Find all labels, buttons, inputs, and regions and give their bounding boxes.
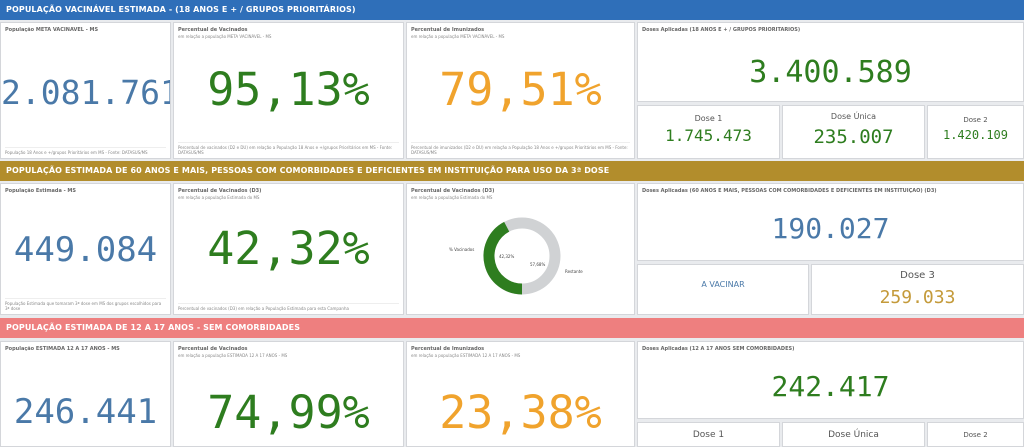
kpi-subtitle: em relação a população Estimada do MS	[178, 195, 260, 200]
kpi-subtitle: em relação a população ESTIMADA 12 A 17 …	[178, 353, 288, 358]
dose-2-card-12-17[interactable]: Dose 2	[927, 422, 1024, 447]
doses-title: Doses Aplicadas (60 ANOS E MAIS, PESSOAS…	[642, 188, 937, 194]
donut-vaccinated-label: % Vacinados	[449, 247, 475, 252]
dose-1-card-12-17[interactable]: Dose 1	[637, 422, 780, 447]
dose-label: Dose 3	[900, 270, 935, 281]
kpi-subtitle: em relação a população ESTIMADA 12 A 17 …	[411, 353, 521, 358]
donut-title: Percentual de Vacinados (D3)	[411, 188, 495, 194]
donut-subtitle: em relação a população Estimada do MS	[411, 195, 493, 200]
dose-value: 1.745.473	[665, 126, 752, 145]
dose-label: Dose 1	[692, 430, 725, 440]
kpi-footer: Percentual de vacinados (D3) em relação …	[178, 303, 399, 311]
dose-label: Dose Única	[828, 430, 879, 440]
a-vacinar-label: A VACINAR	[701, 280, 745, 289]
dose-unica-card-12-17[interactable]: Dose Única	[782, 422, 925, 447]
kpi-value: 246.441	[13, 392, 158, 432]
donut-chart	[483, 217, 561, 295]
kpi-title: Percentual de Imunizados	[411, 346, 485, 352]
kpi-footer: Percentual de vacinados (D2 e DU) em rel…	[178, 142, 399, 155]
donut-vaccinated-value: 42,32%	[499, 254, 515, 259]
dose-2-card[interactable]: Dose 2 1.420.109	[927, 105, 1024, 159]
kpi-value: 42,32%	[207, 222, 370, 275]
kpi-percentual-vacinados-d3[interactable]: Percentual de Vacinados (D3) em relação …	[173, 183, 404, 315]
kpi-value: 79,51%	[439, 63, 602, 116]
a-vacinar-card[interactable]: A VACINAR	[637, 264, 809, 315]
donut-remaining-value: 57,68%	[530, 262, 546, 267]
kpi-title: Percentual de Vacinados	[178, 346, 248, 352]
donut-vaccinated-slice	[483, 221, 523, 295]
donut-vacinados-d3[interactable]: Percentual de Vacinados (D3) em relação …	[406, 183, 635, 315]
kpi-footer: Percentual de imunizados (D2 e DU) em re…	[411, 142, 630, 155]
dose-1-card[interactable]: Dose 1 1.745.473	[637, 105, 780, 159]
kpi-populacao-12-17[interactable]: População ESTIMADA 12 A 17 ANOS - MS 246…	[0, 341, 171, 447]
dose-value: 1.420.109	[942, 128, 1009, 142]
kpi-title: Percentual de Imunizados	[411, 27, 485, 33]
kpi-populacao-meta[interactable]: População META VACINÁVEL - MS 2.081.761 …	[0, 22, 171, 159]
dose-label: Dose Única	[830, 112, 877, 121]
kpi-value: 74,99%	[207, 386, 370, 439]
dose-label: Dose 1	[694, 114, 723, 123]
kpi-populacao-estimada[interactable]: População Estimada - MS 449.084 Populaçã…	[0, 183, 171, 315]
kpi-percentual-imunizados[interactable]: Percentual de Imunizados em relação a po…	[406, 22, 635, 159]
kpi-percentual-imunizados-12-17[interactable]: Percentual de Imunizados em relação a po…	[406, 341, 635, 447]
dose-label: Dose 2	[963, 116, 988, 124]
doses-aplicadas-d3[interactable]: Doses Aplicadas (60 ANOS E MAIS, PESSOAS…	[637, 183, 1024, 261]
kpi-title: População ESTIMADA 12 A 17 ANOS - MS	[5, 346, 120, 352]
dose-value: 259.033	[879, 287, 956, 308]
doses-title: Doses Aplicadas (18 ANOS E + / GRUPOS PR…	[642, 27, 801, 33]
doses-total-value: 3.400.589	[749, 55, 912, 90]
kpi-footer: População Estimada que tomaram 3ª dose e…	[5, 298, 166, 311]
section-header-12-17: POPULAÇÃO ESTIMADA DE 12 A 17 ANOS - SEM…	[0, 318, 1024, 338]
dose-3-card[interactable]: Dose 3 259.033	[811, 264, 1024, 315]
section-header-terceira-dose: POPULAÇÃO ESTIMADA DE 60 ANOS E MAIS, PE…	[0, 161, 1024, 181]
kpi-percentual-vacinados-12-17[interactable]: Percentual de Vacinados em relação a pop…	[173, 341, 404, 447]
kpi-title: População META VACINÁVEL - MS	[5, 27, 99, 33]
kpi-value: 95,13%	[207, 63, 370, 116]
dose-label: Dose 2	[963, 431, 988, 439]
doses-aplicadas-12-17[interactable]: Doses Aplicadas (12 A 17 ANOS SEM COMORB…	[637, 341, 1024, 419]
doses-total-value: 190.027	[771, 212, 890, 245]
doses-title: Doses Aplicadas (12 A 17 ANOS SEM COMORB…	[642, 346, 795, 352]
kpi-title: População Estimada - MS	[5, 188, 77, 194]
kpi-title: Percentual de Vacinados	[178, 27, 248, 33]
dose-value: 235.007	[813, 126, 894, 148]
doses-total-value: 242.417	[771, 370, 890, 403]
kpi-value: 449.084	[13, 230, 158, 270]
kpi-percentual-vacinados[interactable]: Percentual de Vacinados em relação a pop…	[173, 22, 404, 159]
kpi-subtitle: em relação a população META VACINÁVEL - …	[178, 34, 272, 39]
kpi-title: Percentual de Vacinados (D3)	[178, 188, 262, 194]
kpi-subtitle: em relação a população META VACINÁVEL - …	[411, 34, 505, 39]
section-header-vacinavel: POPULAÇÃO VACINÁVEL ESTIMADA - (18 ANOS …	[0, 0, 1024, 20]
kpi-value: 23,38%	[439, 386, 602, 439]
doses-aplicadas-total[interactable]: Doses Aplicadas (18 ANOS E + / GRUPOS PR…	[637, 22, 1024, 102]
kpi-footer: População 18 Anos e +/grupos Prioritário…	[5, 147, 166, 155]
donut-remaining-label: Restante	[565, 269, 583, 274]
dose-unica-card[interactable]: Dose Única 235.007	[782, 105, 925, 159]
kpi-value: 2.081.761	[1, 73, 171, 112]
